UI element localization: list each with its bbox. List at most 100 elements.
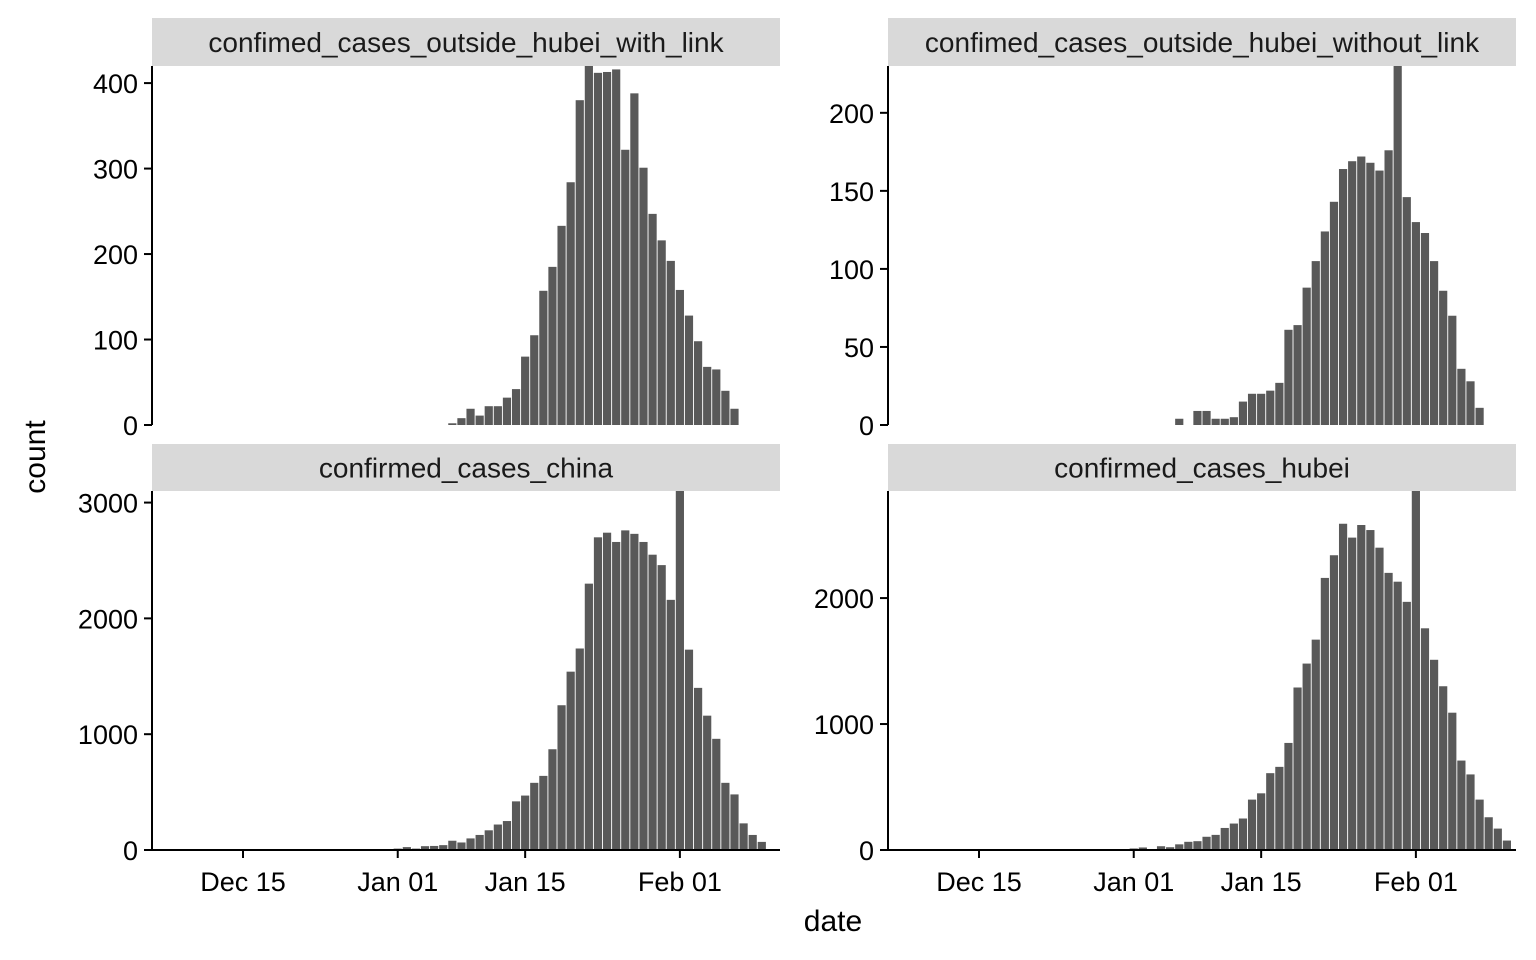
- y-tick-label: 0: [123, 836, 138, 866]
- bar: [1229, 823, 1238, 850]
- bar: [1402, 197, 1411, 425]
- bar: [1475, 407, 1484, 425]
- y-tick-label: 200: [93, 240, 138, 270]
- y-axis-label: count: [19, 420, 52, 494]
- bar: [1184, 841, 1193, 850]
- panel-4: confirmed_cases_hubei 0 1000 2000 Dec 15 Jan …: [814, 444, 1516, 897]
- bar: [530, 335, 539, 425]
- bar: [511, 801, 521, 850]
- y-tick-label: 300: [93, 155, 138, 185]
- x-tick-label: Dec 15: [936, 867, 1022, 897]
- panel-title: confirmed_cases_china: [319, 453, 614, 484]
- bar: [1138, 847, 1147, 850]
- bar: [1411, 491, 1420, 850]
- panel-strip: [152, 18, 780, 66]
- bar: [1175, 418, 1184, 425]
- bar: [1229, 417, 1238, 425]
- bar: [575, 100, 584, 425]
- bar-group: [1129, 491, 1511, 850]
- bar: [630, 93, 639, 425]
- bar: [1338, 169, 1348, 425]
- bar-group: [448, 66, 739, 425]
- bar: [712, 369, 721, 425]
- bar-group: [1175, 66, 1484, 425]
- bar: [484, 406, 493, 425]
- x-tick-label: Feb 01: [1374, 867, 1458, 897]
- bar: [521, 356, 530, 425]
- bar: [1375, 170, 1384, 425]
- bar: [511, 389, 521, 425]
- bar: [1311, 261, 1320, 425]
- bar: [575, 648, 584, 850]
- bar: [1247, 799, 1257, 850]
- bar: [1193, 410, 1202, 425]
- y-tick-label: 200: [829, 99, 874, 129]
- bar: [557, 225, 566, 425]
- bar: [1457, 760, 1466, 850]
- bar: [612, 69, 621, 425]
- y-tick-label: 3000: [78, 489, 138, 519]
- bar: [566, 671, 575, 850]
- y-tick-label: 0: [859, 836, 874, 866]
- bar: [1457, 368, 1466, 425]
- bar: [1166, 847, 1175, 850]
- bar: [1475, 799, 1484, 850]
- bar: [757, 841, 766, 850]
- bar: [657, 240, 666, 425]
- bar: [1439, 290, 1448, 425]
- panel-strip: [152, 444, 780, 491]
- bar: [1293, 687, 1302, 850]
- bar: [1275, 382, 1284, 425]
- bar: [739, 823, 748, 850]
- bar: [557, 705, 566, 850]
- bar: [1466, 381, 1475, 425]
- bar: [1466, 774, 1475, 850]
- bar: [1329, 555, 1339, 850]
- bar: [675, 289, 684, 425]
- bar: [1247, 393, 1257, 425]
- bar: [639, 167, 648, 425]
- bar: [1311, 639, 1320, 850]
- bar: [1238, 401, 1248, 425]
- bar: [602, 532, 612, 850]
- x-tick-label: Jan 01: [357, 867, 438, 897]
- bar: [602, 71, 612, 425]
- bar: [1357, 156, 1366, 425]
- bar: [657, 565, 666, 850]
- bar: [748, 834, 757, 850]
- y-tick-label: 2000: [814, 584, 874, 614]
- bar: [1211, 834, 1220, 850]
- bar: [684, 649, 694, 850]
- bar: [1175, 844, 1184, 850]
- y-tick-label: 0: [859, 411, 874, 441]
- bar: [630, 533, 639, 850]
- panel-3: confirmed_cases_china 0 1000 2000 3000 Dec 15…: [78, 444, 780, 897]
- bar: [703, 715, 712, 850]
- bar: [1420, 628, 1430, 850]
- bar: [1484, 817, 1493, 850]
- bar: [675, 491, 684, 850]
- panel-strip: [888, 18, 1516, 66]
- bar: [1502, 840, 1511, 850]
- bar: [539, 775, 548, 850]
- y-tick-label: 150: [829, 177, 874, 207]
- panel-1: confimed_cases_outside_hubei_with_link 0 1…: [93, 18, 780, 441]
- bar-group: [393, 491, 766, 850]
- bar: [1266, 390, 1275, 425]
- bar: [420, 846, 430, 850]
- bar: [1266, 773, 1275, 850]
- bar: [1384, 572, 1393, 850]
- bar: [539, 290, 548, 425]
- bar: [1402, 601, 1411, 850]
- bar: [1257, 393, 1266, 425]
- bar: [1448, 315, 1457, 425]
- bar: [466, 408, 475, 425]
- bar: [1238, 818, 1248, 850]
- panel-title: confirmed_cases_hubei: [1054, 453, 1350, 484]
- bar: [548, 266, 557, 425]
- y-tick-label: 2000: [78, 604, 138, 634]
- bar: [1293, 325, 1302, 425]
- bar: [466, 838, 475, 850]
- bar: [712, 738, 721, 850]
